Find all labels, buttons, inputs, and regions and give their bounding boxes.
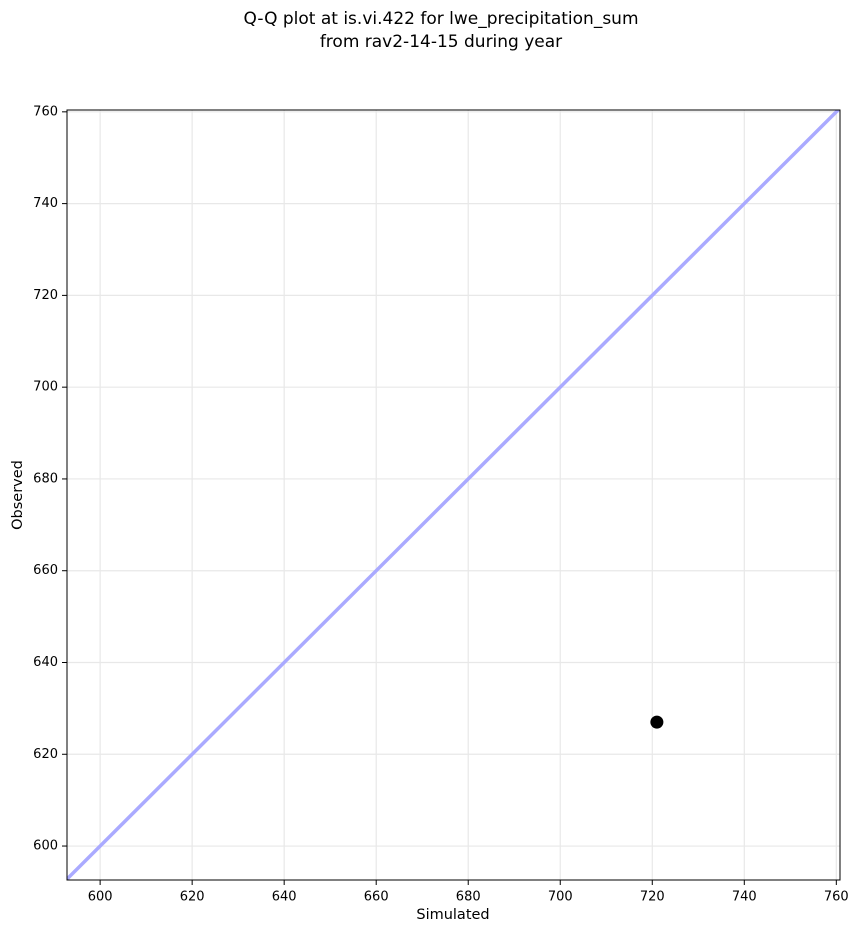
plot-frame [66, 109, 841, 881]
x-tick-label: 620 [180, 890, 205, 905]
x-tick-label: 760 [824, 890, 849, 905]
data-point [650, 715, 664, 729]
y-tick-label: 700 [33, 380, 58, 395]
y-tick-label: 680 [33, 471, 58, 486]
y-tick-label: 740 [33, 196, 58, 211]
x-tick-label: 640 [272, 890, 297, 905]
x-tick-label: 660 [364, 890, 389, 905]
y-tick-label: 760 [33, 104, 58, 119]
reference-line [67, 110, 840, 880]
x-tick-label: 740 [732, 890, 757, 905]
x-axis-label: Simulated [416, 907, 489, 923]
y-tick-label: 640 [33, 655, 58, 670]
x-tick-label: 700 [548, 890, 573, 905]
y-tick-label: 720 [33, 288, 58, 303]
chart-title: from rav2-14-15 during year [320, 32, 562, 52]
x-tick-label: 720 [640, 890, 665, 905]
y-tick-label: 600 [33, 839, 58, 854]
x-tick-label: 680 [456, 890, 481, 905]
x-tick-label: 600 [88, 890, 113, 905]
y-axis-label: Observed [10, 460, 26, 530]
y-tick-label: 660 [33, 563, 58, 578]
chart-title: Q-Q plot at is.vi.422 for lwe_precipitat… [243, 9, 638, 29]
y-tick-label: 620 [33, 747, 58, 762]
